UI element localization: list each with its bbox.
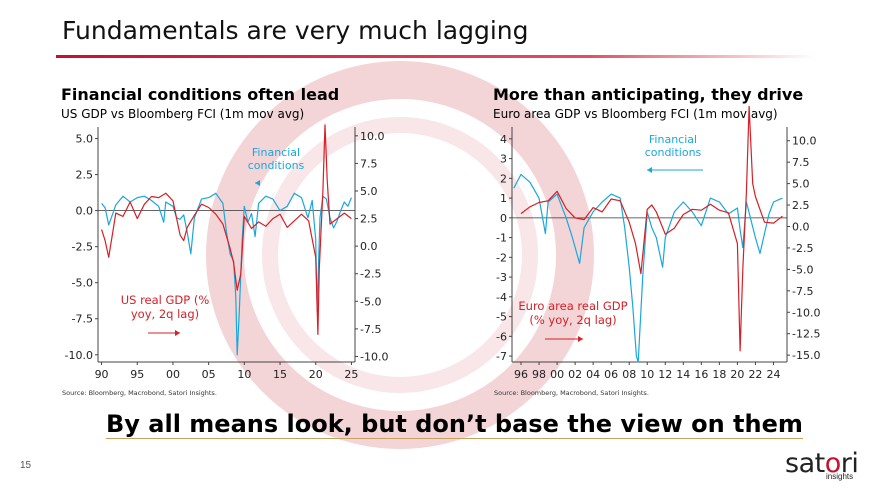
right-gdp-annotation: Euro area real GDP	[518, 299, 627, 313]
right-x-tick-label: 96	[514, 368, 528, 381]
right-x-tick-label: 10	[640, 368, 654, 381]
source-note-right: Source: Bloomberg, Macrobond, Satori Ins…	[494, 389, 649, 397]
right-x-tick-label: 14	[676, 368, 690, 381]
logo-text-1: sat	[785, 448, 825, 479]
right-x-tick-label: 00	[550, 368, 564, 381]
right-right-tick-label: -2.5	[792, 242, 813, 255]
right-left-tick-label: -4	[496, 291, 507, 304]
right-right-tick-label: -15.0	[792, 349, 820, 362]
right-x-tick-label: 06	[604, 368, 618, 381]
right-left-tick-label: -6	[496, 330, 507, 343]
right-left-tick-label: -1	[496, 232, 507, 245]
right-right-tick-label: 10.0	[792, 135, 817, 148]
right-left-tick-label: 2	[500, 172, 507, 185]
logo-subtext: insights	[826, 472, 853, 481]
right-x-tick-label: 04	[586, 368, 600, 381]
right-left-tick-label: -7	[496, 350, 507, 363]
right-right-tick-label: 2.5	[792, 199, 810, 212]
right-left-tick-label: -3	[496, 271, 507, 284]
right-fci-annotation: conditions	[645, 146, 702, 159]
right-right-tick-label: -10.0	[792, 306, 820, 319]
right-left-tick-label: 1	[500, 192, 507, 205]
right-x-tick-label: 98	[532, 368, 546, 381]
right-x-tick-label: 20	[730, 368, 744, 381]
right-left-tick-label: 3	[500, 153, 507, 166]
right-fci-line	[514, 174, 783, 362]
right-right-tick-label: -12.5	[792, 328, 820, 341]
right-x-tick-label: 12	[658, 368, 672, 381]
right-x-tick-label: 22	[748, 368, 762, 381]
right-right-tick-label: 5.0	[792, 178, 810, 191]
right-x-tick-label: 16	[694, 368, 708, 381]
right-left-tick-label: 4	[500, 133, 507, 146]
right-right-tick-label: -5.0	[792, 263, 813, 276]
right-x-tick-label: 08	[622, 368, 636, 381]
right-fci-arrowhead	[647, 167, 652, 173]
right-fci-annotation: Financial	[649, 133, 697, 146]
right-right-tick-label: 7.5	[792, 156, 810, 169]
right-gdp-arrowhead	[578, 336, 583, 342]
page-number: 15	[20, 460, 31, 471]
right-left-tick-label: -2	[496, 251, 507, 264]
right-left-tick-label: -5	[496, 311, 507, 324]
right-x-tick-label: 24	[766, 368, 780, 381]
right-x-tick-label: 18	[712, 368, 726, 381]
right-x-tick-label: 02	[568, 368, 582, 381]
right-right-tick-label: 0.0	[792, 220, 810, 233]
headline: By all means look, but don’t base the vi…	[106, 410, 803, 439]
right-left-tick-label: 0	[500, 212, 507, 225]
right-gdp-annotation: (% yoy, 2q lag)	[529, 313, 616, 327]
right-right-tick-label: -7.5	[792, 285, 813, 298]
